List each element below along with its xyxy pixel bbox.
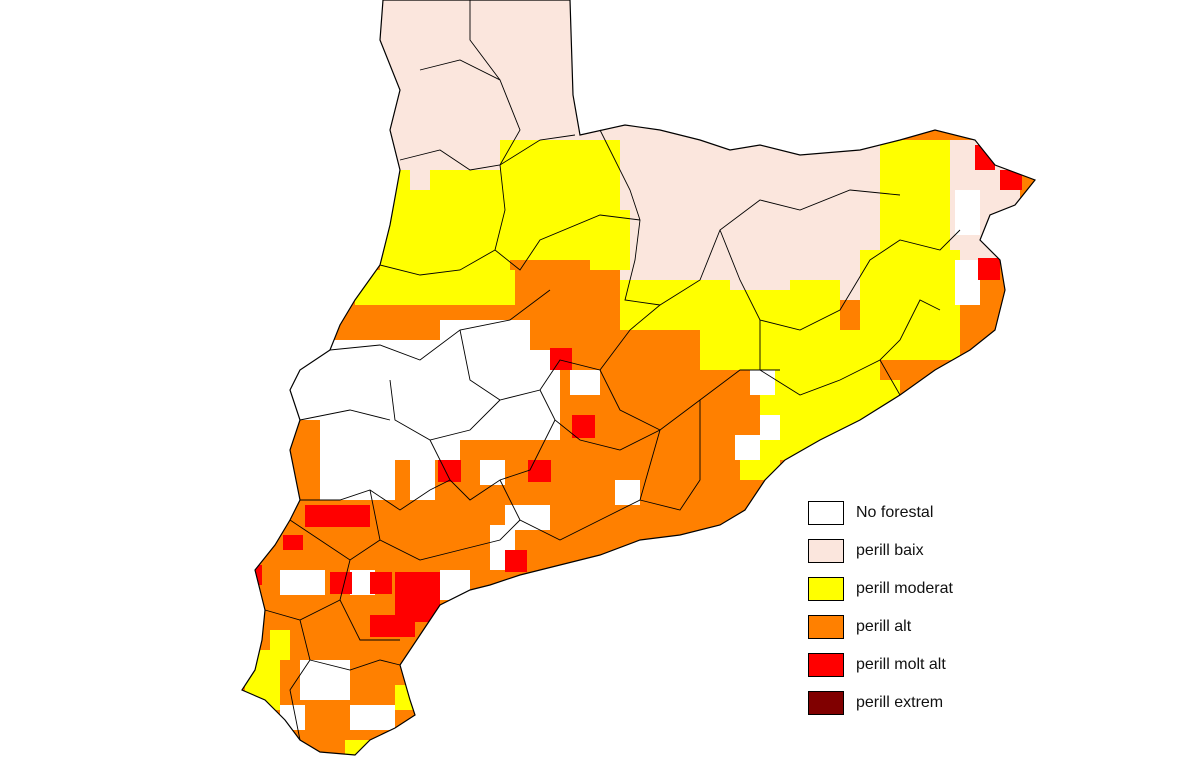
legend-item: perill baix <box>808 532 1028 570</box>
legend-swatch-perill-extrem <box>808 691 844 715</box>
zone-perill-molt-alt <box>978 258 1000 280</box>
zone-perill-baix <box>730 250 790 290</box>
zone-no-forestal <box>410 440 435 500</box>
zone-no-forestal <box>760 415 780 440</box>
zone-no-forestal <box>280 570 325 595</box>
zone-perill-molt-alt <box>305 505 370 527</box>
legend-label: perill molt alt <box>856 656 946 673</box>
zone-perill-molt-alt <box>572 415 595 438</box>
zone-perill-moderat <box>270 630 290 660</box>
zone-perill-molt-alt <box>550 348 572 370</box>
zone-perill-molt-alt <box>1000 170 1022 190</box>
zone-perill-baix <box>410 165 430 190</box>
zone-perill-moderat <box>380 170 510 280</box>
legend-item: perill extrem <box>808 684 1028 722</box>
zone-no-forestal <box>735 435 760 460</box>
zone-perill-molt-alt <box>528 460 551 482</box>
zone-no-forestal <box>440 320 530 360</box>
legend-item: perill alt <box>808 608 1028 646</box>
comarca-boundaries <box>264 0 961 741</box>
zone-perill-molt-alt <box>330 572 352 594</box>
legend-swatch-perill-moderat <box>808 577 844 601</box>
legend-label: perill baix <box>856 542 924 559</box>
zone-perill-molt-alt <box>370 615 415 637</box>
zone-no-forestal <box>955 190 980 235</box>
region-outline <box>241 0 1036 756</box>
zone-no-forestal <box>320 420 395 500</box>
zone-no-forestal <box>280 705 305 730</box>
legend-label: perill alt <box>856 618 912 635</box>
zone-perill-moderat <box>620 280 710 330</box>
legend-label: No forestal <box>856 504 934 521</box>
zone-perill-molt-alt <box>975 145 995 170</box>
zone-perill-molt-alt <box>370 572 392 594</box>
zone-no-forestal <box>955 260 980 305</box>
zone-perill-moderat <box>820 380 900 440</box>
legend-label: perill moderat <box>856 580 953 597</box>
legend-swatch-perill-molt-alt <box>808 653 844 677</box>
zone-perill-molt-alt <box>283 535 303 550</box>
zone-perill-moderat <box>590 210 630 270</box>
zone-no-forestal <box>440 570 470 600</box>
zone-perill-molt-alt <box>395 572 440 622</box>
legend-item: No forestal <box>808 494 1028 532</box>
legend-swatch-perill-baix <box>808 539 844 563</box>
zone-no-forestal <box>750 370 775 395</box>
zone-no-forestal <box>615 480 640 505</box>
legend-swatch-no-forestal <box>808 501 844 525</box>
zone-no-forestal <box>480 460 505 485</box>
legend-item: perill molt alt <box>808 646 1028 684</box>
legend-label: perill extrem <box>856 694 944 711</box>
legend-swatch-perill-alt <box>808 615 844 639</box>
zone-perill-molt-alt <box>438 460 461 482</box>
legend-item: perill moderat <box>808 570 1028 608</box>
zone-perill-moderat <box>355 270 515 305</box>
map-legend: No forestal perill baix perill moderat p… <box>808 494 1028 722</box>
zone-perill-moderat <box>345 740 375 755</box>
zone-perill-molt-alt <box>505 550 527 572</box>
zone-perill-moderat <box>395 685 420 710</box>
zone-no-forestal <box>300 660 350 700</box>
zone-no-forestal <box>570 370 600 395</box>
zone-no-forestal <box>350 705 395 730</box>
